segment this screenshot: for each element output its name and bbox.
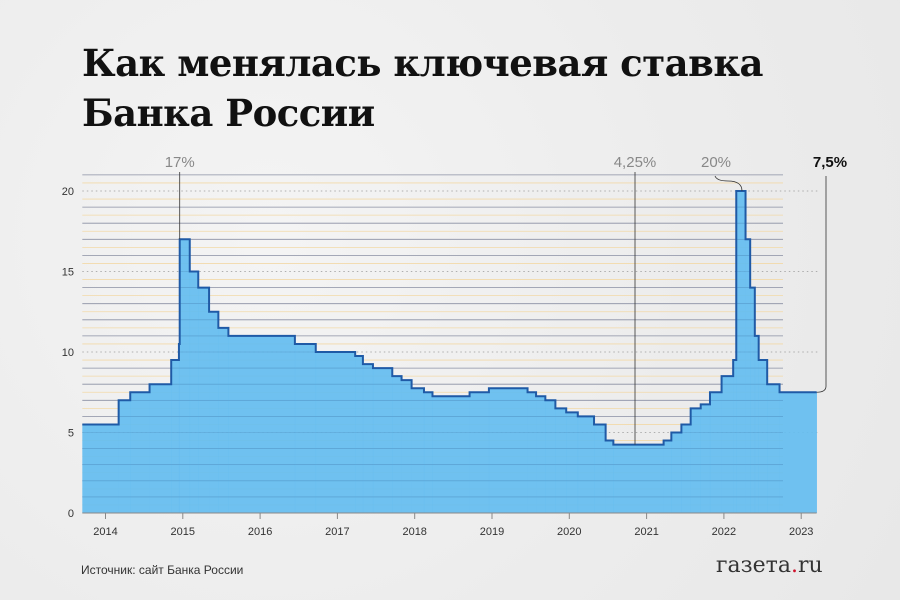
rate-step [690,408,702,513]
rate-step [566,412,579,513]
rate-step [228,335,296,513]
y-tick-label: 20 [62,186,74,198]
x-tick-label: 2023 [789,526,813,538]
rate-step [171,360,180,513]
rate-step [401,380,412,513]
y-tick-label: 0 [68,508,74,520]
rate-step [545,400,556,513]
annotation-line [714,175,743,192]
rate-step [721,376,734,513]
rate-step [671,432,682,513]
annotation-label: 17% [165,154,195,171]
rate-step [555,408,567,513]
rate-step [392,376,402,513]
rate-line [82,190,817,446]
x-tick-label: 2014 [93,526,117,538]
rate-step [745,239,751,514]
source-note: Источник: сайт Банка России [81,563,244,577]
x-tick-label: 2020 [557,526,581,538]
title-line-1: Как менялась ключевая ставка [82,41,764,85]
rate-step [179,239,191,514]
x-tick-label: 2015 [171,526,195,538]
rate-step [82,424,119,513]
logo-dot: . [790,553,798,578]
rate-step [411,388,425,513]
rate-step [189,271,199,513]
logo-suffix: ru [797,553,823,578]
rate-step [594,424,606,513]
annotation-label: 20% [701,154,731,171]
y-tick-label: 15 [62,267,74,279]
rate-step [218,327,229,513]
rate-step [209,311,219,513]
rate-step [130,392,150,513]
rate-step [372,368,393,513]
x-tick-label: 2019 [480,526,504,538]
rate-step [362,364,374,513]
title-line-2: Банка России [82,91,375,135]
rate-step [527,392,537,513]
rate-step [758,360,768,513]
rate-step [779,392,817,513]
x-tick-label: 2021 [634,526,658,538]
chart-title: Как менялась ключевая ставка Банка Росси… [82,38,764,138]
rate-step [118,400,131,513]
rate-step [355,356,364,513]
x-tick-label: 2017 [325,526,349,538]
x-tick-label: 2018 [402,526,426,538]
y-tick-label: 10 [62,347,74,359]
rate-step [294,343,317,513]
rate-step [700,404,711,513]
rate-step [681,424,691,513]
rate-step [536,396,546,513]
annotation-line [816,176,827,393]
annotation-label: 4,25% [614,154,657,171]
y-tick-label: 5 [68,428,74,440]
rate-step [488,388,528,513]
rate-step [709,392,722,513]
rate-area [82,191,817,514]
x-tick-label: 2022 [712,526,736,538]
rate-step [613,444,664,513]
rate-step [432,396,470,513]
rate-step [754,335,759,513]
x-tick-label: 2016 [248,526,272,538]
annotation-label: 7,5% [813,154,847,171]
rate-step [423,392,433,513]
rate-step [733,360,737,513]
rate-step [605,440,614,513]
rate-step [178,343,181,513]
rate-step [663,440,672,513]
logo-text: газета [716,553,791,578]
rate-step [469,392,490,513]
gazeta-logo: газета.ru [716,553,823,578]
